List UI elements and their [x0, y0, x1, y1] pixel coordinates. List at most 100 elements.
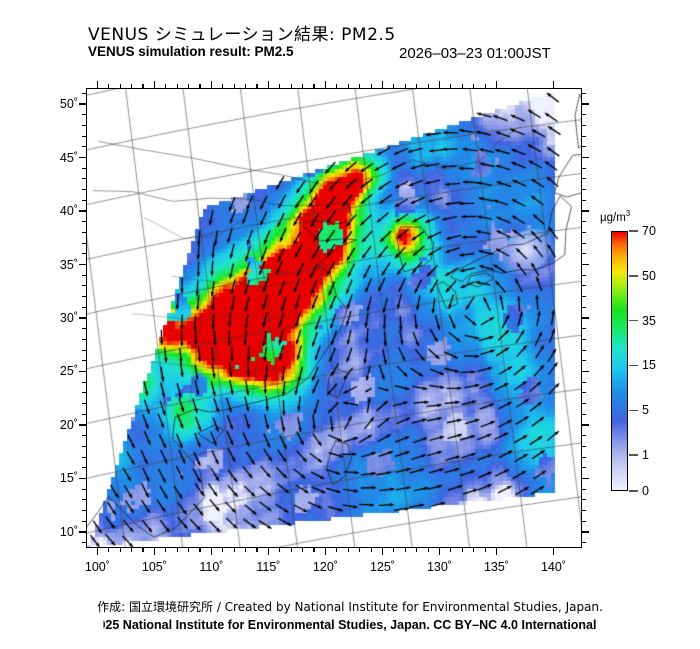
axis-tick — [79, 531, 86, 533]
axis-tick — [324, 548, 327, 555]
axis-tick — [416, 84, 418, 88]
axis-tick — [82, 199, 86, 201]
axis-tick — [582, 499, 586, 501]
axis-tick — [582, 178, 586, 180]
axis-tick — [82, 520, 86, 522]
axis-tick — [267, 81, 270, 88]
axis-tick — [582, 103, 589, 105]
axis-tick — [336, 84, 338, 88]
axis-tick — [582, 156, 589, 159]
axis-tick — [582, 488, 586, 490]
axis-tick — [108, 84, 110, 88]
axis-tick — [302, 548, 304, 552]
axis-tick — [233, 84, 235, 88]
axis-tick — [495, 81, 498, 88]
axis-tick — [82, 146, 86, 148]
axis-tick — [82, 403, 86, 405]
axis-tick — [153, 81, 156, 88]
colorbar-gradient — [611, 231, 628, 491]
axis-tick — [347, 548, 349, 552]
axis-tick — [82, 167, 86, 169]
axis-tick — [79, 210, 86, 212]
axis-tick — [245, 548, 247, 552]
axis-tick — [381, 81, 384, 88]
footer-license-line: 2025 National Institute for Environmenta… — [103, 618, 597, 632]
axis-tick — [176, 548, 178, 552]
axis-tick — [108, 548, 110, 552]
axis-tick — [96, 548, 99, 555]
axis-tick — [582, 199, 586, 201]
colorbar-tick-mark — [629, 409, 638, 412]
axis-tick — [427, 548, 429, 552]
colorbar-tick-mark — [629, 320, 638, 322]
axis-tick — [336, 548, 338, 552]
axis-tick — [79, 103, 86, 105]
footer-credit-line: 作成: 国立環境研究所 / Created by National Instit… — [97, 600, 603, 614]
axis-tick — [82, 274, 86, 276]
axis-tick — [82, 542, 86, 544]
axis-tick — [582, 510, 586, 512]
axis-tick — [438, 81, 441, 88]
colorbar-tick-label: 15 — [642, 358, 656, 373]
axis-tick — [176, 84, 178, 88]
y-axis-label: 40˚ — [59, 204, 78, 219]
axis-tick — [582, 231, 586, 233]
axis-tick — [582, 381, 586, 383]
axis-tick — [79, 317, 86, 319]
colorbar-tick-mark — [629, 230, 638, 232]
axis-tick — [461, 548, 463, 552]
axis-tick — [279, 84, 281, 88]
page-title-japanese: VENUS シミュレーション結果: PM2.5 — [88, 25, 396, 45]
axis-tick — [188, 84, 190, 88]
axis-tick — [495, 548, 498, 555]
axis-tick — [165, 548, 167, 552]
axis-tick — [582, 531, 589, 533]
axis-tick — [79, 156, 86, 159]
axis-tick — [582, 435, 586, 437]
colorbar-tick-label: 50 — [642, 268, 656, 283]
axis-tick — [82, 392, 86, 394]
axis-tick — [153, 548, 156, 555]
colorbar-tick-mark — [629, 275, 638, 277]
axis-tick — [82, 338, 86, 340]
axis-tick — [404, 548, 406, 552]
axis-tick — [438, 548, 441, 555]
axis-tick — [82, 135, 86, 137]
axis-tick — [416, 548, 418, 552]
axis-tick — [82, 189, 86, 191]
axis-tick — [359, 548, 361, 552]
axis-tick — [119, 548, 121, 552]
x-axis-label: 130˚ — [426, 560, 452, 574]
axis-tick — [552, 81, 555, 88]
axis-tick — [582, 135, 586, 137]
y-axis-label: 20˚ — [59, 417, 78, 432]
colorbar-tick-label: 35 — [642, 313, 656, 328]
axis-tick — [245, 84, 247, 88]
x-axis-label: 140˚ — [540, 560, 566, 574]
axis-tick — [582, 445, 586, 447]
axis-tick — [582, 114, 586, 116]
axis-tick — [82, 231, 86, 233]
axis-tick — [82, 285, 86, 287]
axis-tick — [142, 548, 144, 552]
x-axis-label: 105˚ — [141, 560, 167, 574]
axis-tick — [290, 548, 292, 552]
colorbar-tick-label: 0 — [642, 484, 649, 498]
axis-tick — [347, 84, 349, 88]
timestamp-label: 2026–03–23 01:00JST — [399, 45, 551, 62]
axis-tick — [131, 548, 133, 552]
axis-tick — [82, 114, 86, 116]
axis-tick — [393, 548, 395, 552]
colorbar-tick-label: 1 — [642, 448, 649, 463]
axis-tick — [302, 84, 304, 88]
x-axis-label: 125˚ — [369, 560, 395, 574]
axis-tick — [82, 92, 86, 94]
axis-tick — [119, 84, 121, 88]
axis-tick — [82, 253, 86, 255]
x-axis-label: 120˚ — [312, 560, 338, 574]
map-plot-area — [86, 88, 582, 548]
axis-tick — [370, 84, 372, 88]
axis-tick — [313, 84, 315, 88]
axis-tick — [82, 413, 86, 415]
axis-tick — [582, 413, 586, 415]
